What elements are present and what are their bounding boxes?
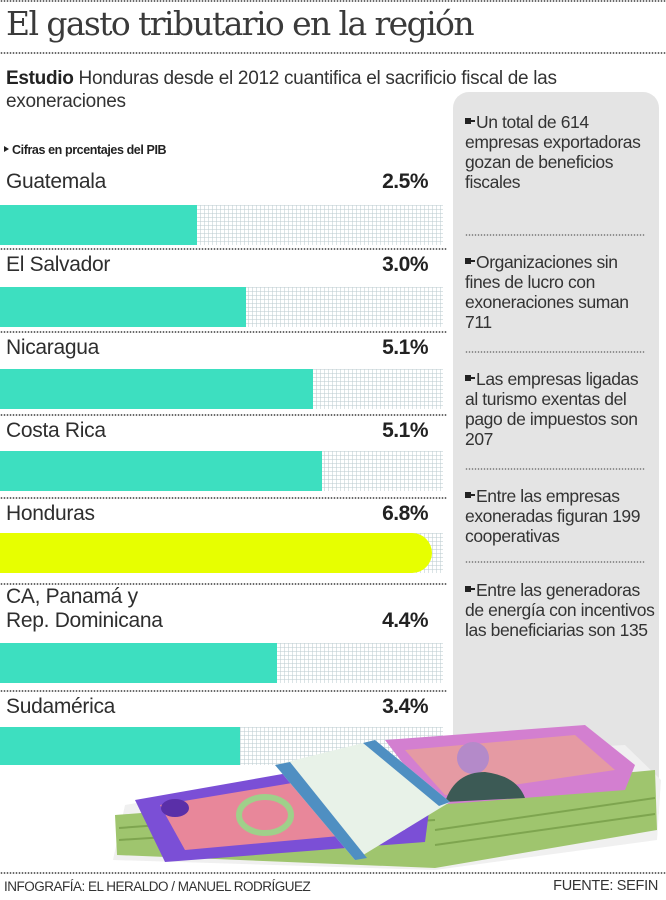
- category-label-line: Sudamérica: [6, 695, 116, 718]
- dash-icon: [471, 377, 475, 379]
- bar-highlight: [0, 533, 432, 573]
- units-note-text: Cifras en prcentajes del PIB: [12, 143, 167, 157]
- portrait-head: [457, 742, 489, 774]
- value-label: 6.8%: [382, 502, 428, 525]
- triangle-bullet-icon: [4, 146, 9, 152]
- value-label: 3.4%: [382, 695, 428, 718]
- category-label-line: Guatemala: [6, 170, 107, 193]
- row-divider: [0, 497, 447, 499]
- square-bullet-icon: [465, 586, 471, 592]
- units-note: Cifras en prcentajes del PIB: [4, 143, 167, 157]
- portrait-body: [445, 772, 525, 802]
- category-label-line: Costa Rica: [6, 419, 106, 442]
- fact-text: Las empresas ligadas al turismo exentas …: [465, 369, 639, 449]
- row-divider: [0, 331, 447, 333]
- category-label-line: El Salvador: [6, 253, 111, 276]
- row-divider: [0, 690, 447, 692]
- fact-item: Entre las empresas exoneradas figuran 19…: [465, 486, 655, 546]
- value-label: 5.1%: [382, 336, 428, 359]
- bar: [0, 287, 246, 327]
- category-label: Sudamérica: [6, 695, 115, 719]
- value-label: 4.4%: [382, 609, 428, 632]
- subtitle-text: Honduras desde el 2012 cuantifica el sac…: [6, 68, 557, 112]
- band-edge-left: [275, 762, 367, 860]
- fact-text: Un total de 614 empresas exportadoras go…: [465, 112, 641, 192]
- bar: [0, 451, 322, 491]
- money-stack-illustration: [113, 725, 661, 870]
- square-bullet-icon: [465, 118, 471, 124]
- fact-divider: [465, 468, 645, 470]
- category-label-line: Honduras: [6, 502, 95, 525]
- page-title: El gasto tributario en la región: [6, 4, 475, 43]
- footer-rule: [0, 872, 666, 874]
- title-rule: [0, 52, 666, 54]
- category-label: CA, Panamá y Rep. Dominicana: [6, 585, 163, 633]
- category-label: El Salvador: [6, 253, 110, 277]
- subtitle-lead: Estudio: [6, 68, 74, 89]
- source: FUENTE: SEFIN: [553, 878, 658, 894]
- fact-item: Las empresas ligadas al turismo exentas …: [465, 369, 655, 449]
- category-label-line: Rep. Dominicana: [6, 609, 163, 632]
- fact-divider: [465, 561, 645, 563]
- dash-icon: [471, 120, 475, 122]
- bar: [0, 727, 240, 765]
- bar: [0, 369, 313, 409]
- category-label: Guatemala: [6, 170, 106, 194]
- fact-divider: [465, 351, 645, 353]
- row-divider: [0, 248, 447, 250]
- bar: [0, 205, 197, 245]
- dash-icon: [471, 260, 475, 262]
- value-label: 3.0%: [382, 253, 428, 276]
- fact-item: Un total de 614 empresas exportadoras go…: [465, 112, 655, 192]
- fact-text: Entre las generadoras de energía con inc…: [465, 580, 655, 640]
- subtitle: Estudio Honduras desde el 2012 cuantific…: [6, 67, 626, 113]
- square-bullet-icon: [465, 258, 471, 264]
- square-bullet-icon: [465, 375, 471, 381]
- dash-icon: [471, 588, 475, 590]
- value-label: 5.1%: [382, 419, 428, 442]
- fact-text: Organizaciones sin fines de lucro con ex…: [465, 252, 629, 332]
- bar: [0, 643, 277, 683]
- banknote-seal: [236, 794, 294, 836]
- row-divider: [0, 414, 447, 416]
- facts-panel: [453, 92, 659, 827]
- fact-text: Entre las empresas exoneradas figuran 19…: [465, 486, 641, 546]
- fact-item: Entre las generadoras de energía con inc…: [465, 580, 655, 640]
- banknote-denomination: [161, 799, 189, 817]
- band-edge-right: [363, 740, 450, 806]
- fact-divider: [465, 234, 645, 236]
- value-label: 2.5%: [382, 170, 428, 193]
- dash-icon: [471, 494, 475, 496]
- top-rule: [0, 0, 666, 2]
- square-bullet-icon: [465, 492, 471, 498]
- category-label: Nicaragua: [6, 336, 99, 360]
- category-label-line: CA, Panamá y: [6, 585, 138, 608]
- row-divider: [0, 583, 447, 585]
- category-label-line: Nicaragua: [6, 336, 100, 359]
- category-label: Costa Rica: [6, 419, 106, 443]
- fact-item: Organizaciones sin fines de lucro con ex…: [465, 252, 655, 332]
- category-label: Honduras: [6, 502, 95, 526]
- credit: INFOGRAFÍA: EL HERALDO / MANUEL RODRÍGUE…: [4, 879, 311, 894]
